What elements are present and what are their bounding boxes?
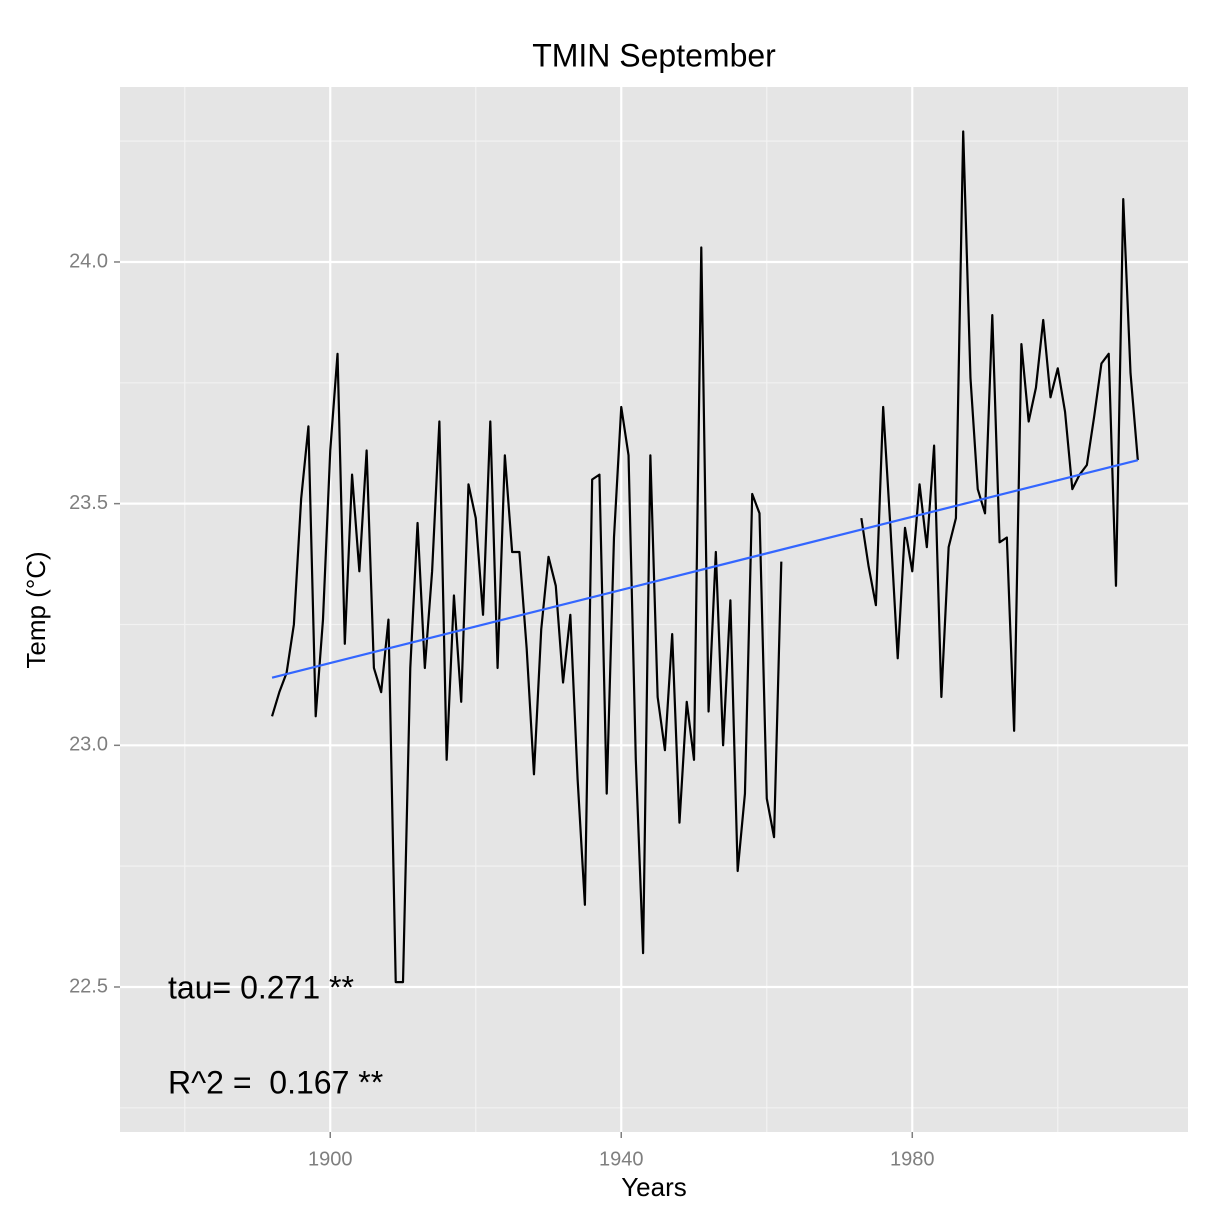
y-tick-label: 23.0 [69, 734, 108, 756]
trend-line [271, 459, 1139, 679]
annotation: R^2 = 0.167 ** [168, 1064, 383, 1100]
x-tick-label: 1940 [599, 1148, 644, 1170]
x-axis-label: Years [621, 1172, 687, 1202]
y-tick-label: 22.5 [69, 975, 108, 997]
y-axis-label: Temp (°C) [21, 551, 51, 668]
annotation: tau= 0.271 ** [168, 969, 354, 1005]
y-tick-label: 24.0 [69, 250, 108, 272]
y-tick-label: 23.5 [69, 492, 108, 514]
chart-title: TMIN September [532, 37, 776, 73]
data-line [270, 130, 1139, 984]
x-tick-label: 1900 [308, 1148, 353, 1170]
x-tick-label: 1980 [890, 1148, 935, 1170]
